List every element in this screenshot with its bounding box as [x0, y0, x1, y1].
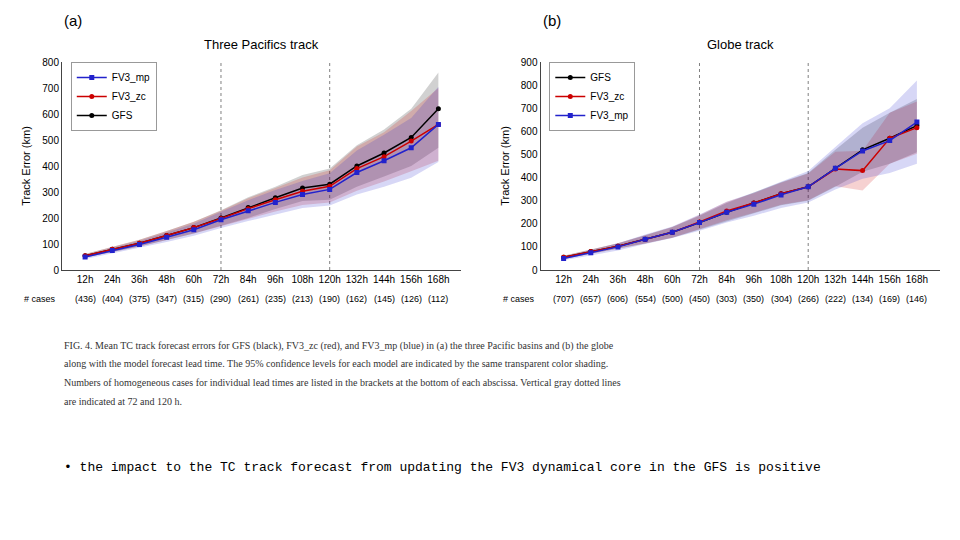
svg-text:84h: 84h — [240, 274, 257, 285]
svg-text:(261): (261) — [238, 294, 259, 304]
svg-text:132h: 132h — [824, 274, 846, 285]
svg-text:100: 100 — [42, 239, 59, 250]
svg-text:72h: 72h — [213, 274, 230, 285]
svg-text:168h: 168h — [427, 274, 449, 285]
svg-text:(162): (162) — [346, 294, 367, 304]
svg-text:along with the model forecast: along with the model forecast lead time.… — [64, 358, 608, 369]
svg-text:# cases: # cases — [24, 294, 56, 304]
svg-text:(126): (126) — [401, 294, 422, 304]
svg-text:132h: 132h — [346, 274, 368, 285]
svg-text:(347): (347) — [156, 294, 177, 304]
svg-text:are indicated at 72 and 120 h.: are indicated at 72 and 120 h. — [64, 396, 182, 407]
svg-text:FV3_zc: FV3_zc — [590, 91, 624, 102]
svg-text:Globe track: Globe track — [707, 37, 774, 52]
svg-text:(657): (657) — [580, 294, 601, 304]
svg-text:120h: 120h — [797, 274, 819, 285]
svg-text:(169): (169) — [879, 294, 900, 304]
svg-text:(134): (134) — [852, 294, 873, 304]
svg-text:(304): (304) — [771, 294, 792, 304]
svg-text:108h: 108h — [291, 274, 313, 285]
svg-text:300: 300 — [42, 187, 59, 198]
svg-text:200: 200 — [521, 218, 538, 229]
svg-text:24h: 24h — [582, 274, 599, 285]
svg-text:FV3_zc: FV3_zc — [112, 91, 146, 102]
svg-text:96h: 96h — [745, 274, 762, 285]
svg-text:400: 400 — [521, 172, 538, 183]
svg-text:96h: 96h — [267, 274, 284, 285]
svg-text:24h: 24h — [104, 274, 121, 285]
svg-text:12h: 12h — [77, 274, 94, 285]
svg-text:(450): (450) — [689, 294, 710, 304]
svg-text:(146): (146) — [906, 294, 927, 304]
svg-text:36h: 36h — [131, 274, 148, 285]
svg-text:120h: 120h — [319, 274, 341, 285]
svg-text:FV3_mp: FV3_mp — [112, 72, 150, 83]
svg-text:900: 900 — [521, 57, 538, 68]
svg-text:FV3_mp: FV3_mp — [590, 110, 628, 121]
svg-text:(500): (500) — [662, 294, 683, 304]
svg-text:36h: 36h — [610, 274, 627, 285]
svg-text:(145): (145) — [374, 294, 395, 304]
svg-text:(213): (213) — [292, 294, 313, 304]
svg-text:(266): (266) — [798, 294, 819, 304]
svg-text:500: 500 — [521, 149, 538, 160]
svg-text:700: 700 — [42, 83, 59, 94]
svg-text:Numbers of homogeneous cases f: Numbers of homogeneous cases for individ… — [64, 377, 621, 388]
svg-text:0: 0 — [532, 265, 538, 276]
svg-text:500: 500 — [42, 135, 59, 146]
svg-text:600: 600 — [42, 109, 59, 120]
svg-text:156h: 156h — [879, 274, 901, 285]
svg-text:600: 600 — [521, 126, 538, 137]
svg-text:Track Error (km): Track Error (km) — [499, 126, 511, 206]
svg-text:(404): (404) — [102, 294, 123, 304]
svg-text:168h: 168h — [906, 274, 928, 285]
svg-text:(436): (436) — [75, 294, 96, 304]
svg-text:(303): (303) — [716, 294, 737, 304]
svg-text:(112): (112) — [428, 294, 448, 304]
svg-text:(a): (a) — [64, 12, 82, 29]
svg-text:FIG. 4. Mean TC track forecast: FIG. 4. Mean TC track forecast errors fo… — [64, 340, 614, 352]
svg-text:GFS: GFS — [112, 110, 133, 121]
svg-text:144h: 144h — [851, 274, 873, 285]
svg-text:12h: 12h — [555, 274, 572, 285]
svg-text:(606): (606) — [607, 294, 628, 304]
svg-text:84h: 84h — [718, 274, 735, 285]
svg-text:60h: 60h — [185, 274, 202, 285]
svg-text:72h: 72h — [691, 274, 708, 285]
svg-text:Track Error (km): Track Error (km) — [20, 126, 32, 206]
svg-text:700: 700 — [521, 103, 538, 114]
svg-text:(222): (222) — [825, 294, 846, 304]
svg-text:400: 400 — [42, 161, 59, 172]
svg-text:0: 0 — [53, 265, 59, 276]
svg-text:(375): (375) — [129, 294, 150, 304]
svg-text:GFS: GFS — [590, 72, 611, 83]
svg-text:100: 100 — [521, 241, 538, 252]
svg-text:(350): (350) — [743, 294, 764, 304]
svg-text:48h: 48h — [158, 274, 175, 285]
svg-text:800: 800 — [521, 80, 538, 91]
svg-text:(235): (235) — [265, 294, 286, 304]
svg-text:144h: 144h — [373, 274, 395, 285]
svg-text:156h: 156h — [400, 274, 422, 285]
svg-text:(290): (290) — [210, 294, 231, 304]
svg-text:(190): (190) — [319, 294, 340, 304]
svg-text:(315): (315) — [183, 294, 204, 304]
svg-text:60h: 60h — [664, 274, 681, 285]
svg-text:• the impact to the TC track f: • the impact to the TC track forecast fr… — [64, 460, 821, 475]
svg-text:300: 300 — [521, 195, 538, 206]
svg-text:(707): (707) — [553, 294, 574, 304]
svg-text:(554): (554) — [635, 294, 656, 304]
svg-text:# cases: # cases — [503, 294, 535, 304]
svg-text:108h: 108h — [770, 274, 792, 285]
svg-text:800: 800 — [42, 57, 59, 68]
svg-text:200: 200 — [42, 213, 59, 224]
svg-text:Three Pacifics track: Three Pacifics track — [204, 37, 319, 52]
svg-text:(b): (b) — [543, 12, 561, 29]
svg-text:48h: 48h — [637, 274, 654, 285]
